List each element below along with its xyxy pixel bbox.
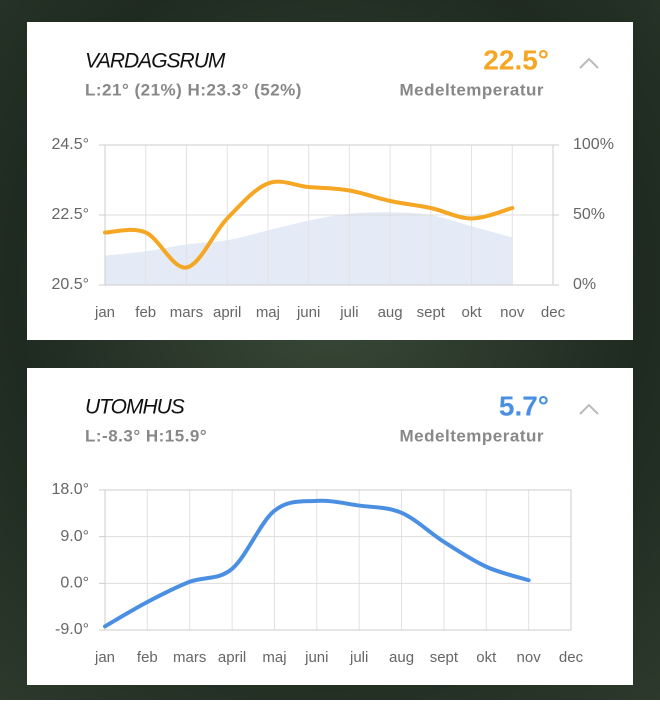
card-title: UTOMHUS [85,396,185,419]
y-tick-label: 22.5° [51,206,89,223]
y2-tick-label: 50% [573,206,605,223]
x-tick-label: okt [462,304,483,321]
x-tick-label: feb [137,649,158,666]
mean-label: Medeltemperatur [400,426,544,445]
y-tick-label: 18.0° [51,481,89,498]
y-tick-label: -9.0° [55,621,89,638]
x-tick-label: maj [256,304,280,321]
x-tick-label: nov [500,304,525,321]
x-tick-label: april [213,304,241,321]
x-tick-label: aug [389,649,414,666]
card-subtitle: L:-8.3° H:15.9° [85,426,207,445]
y2-tick-label: 0% [573,276,596,293]
y2-tick-label: 100% [573,136,614,153]
plot-frame [104,489,572,631]
x-tick-label: mars [170,304,203,321]
y-tick-label: 9.0° [60,528,89,545]
mean-value: 5.7° [499,390,549,421]
x-tick-label: sept [417,304,446,321]
card [27,22,633,340]
collapse-button[interactable] [579,403,599,415]
y-tick-label: 0.0° [60,575,89,592]
card [27,368,633,685]
x-tick-label: mars [173,649,206,666]
x-tick-label: jan [94,304,115,321]
mean-label: Medeltemperatur [400,80,544,99]
collapse-button[interactable] [579,57,599,69]
x-tick-label: dec [541,304,566,321]
x-tick-label: juli [339,304,358,321]
x-tick-label: okt [476,649,497,666]
temperature-line [103,498,531,629]
x-tick-label: sept [430,649,459,666]
x-tick-label: maj [262,649,286,666]
x-tick-label: jan [94,649,115,666]
mean-value: 22.5° [483,44,549,75]
x-tick-label: dec [559,649,584,666]
x-tick-label: juli [349,649,368,666]
temperature-line [103,179,515,270]
x-tick-label: feb [135,304,156,321]
y-tick-label: 24.5° [51,136,89,153]
x-tick-label: juni [304,649,328,666]
card-subtitle: L:21° (21%) H:23.3° (52%) [85,80,302,99]
x-tick-label: april [218,649,246,666]
y-tick-label: 20.5° [51,276,89,293]
x-tick-label: aug [378,304,403,321]
x-tick-label: nov [517,649,542,666]
card-title: VARDAGSRUM [85,50,226,73]
x-tick-label: juni [296,304,320,321]
